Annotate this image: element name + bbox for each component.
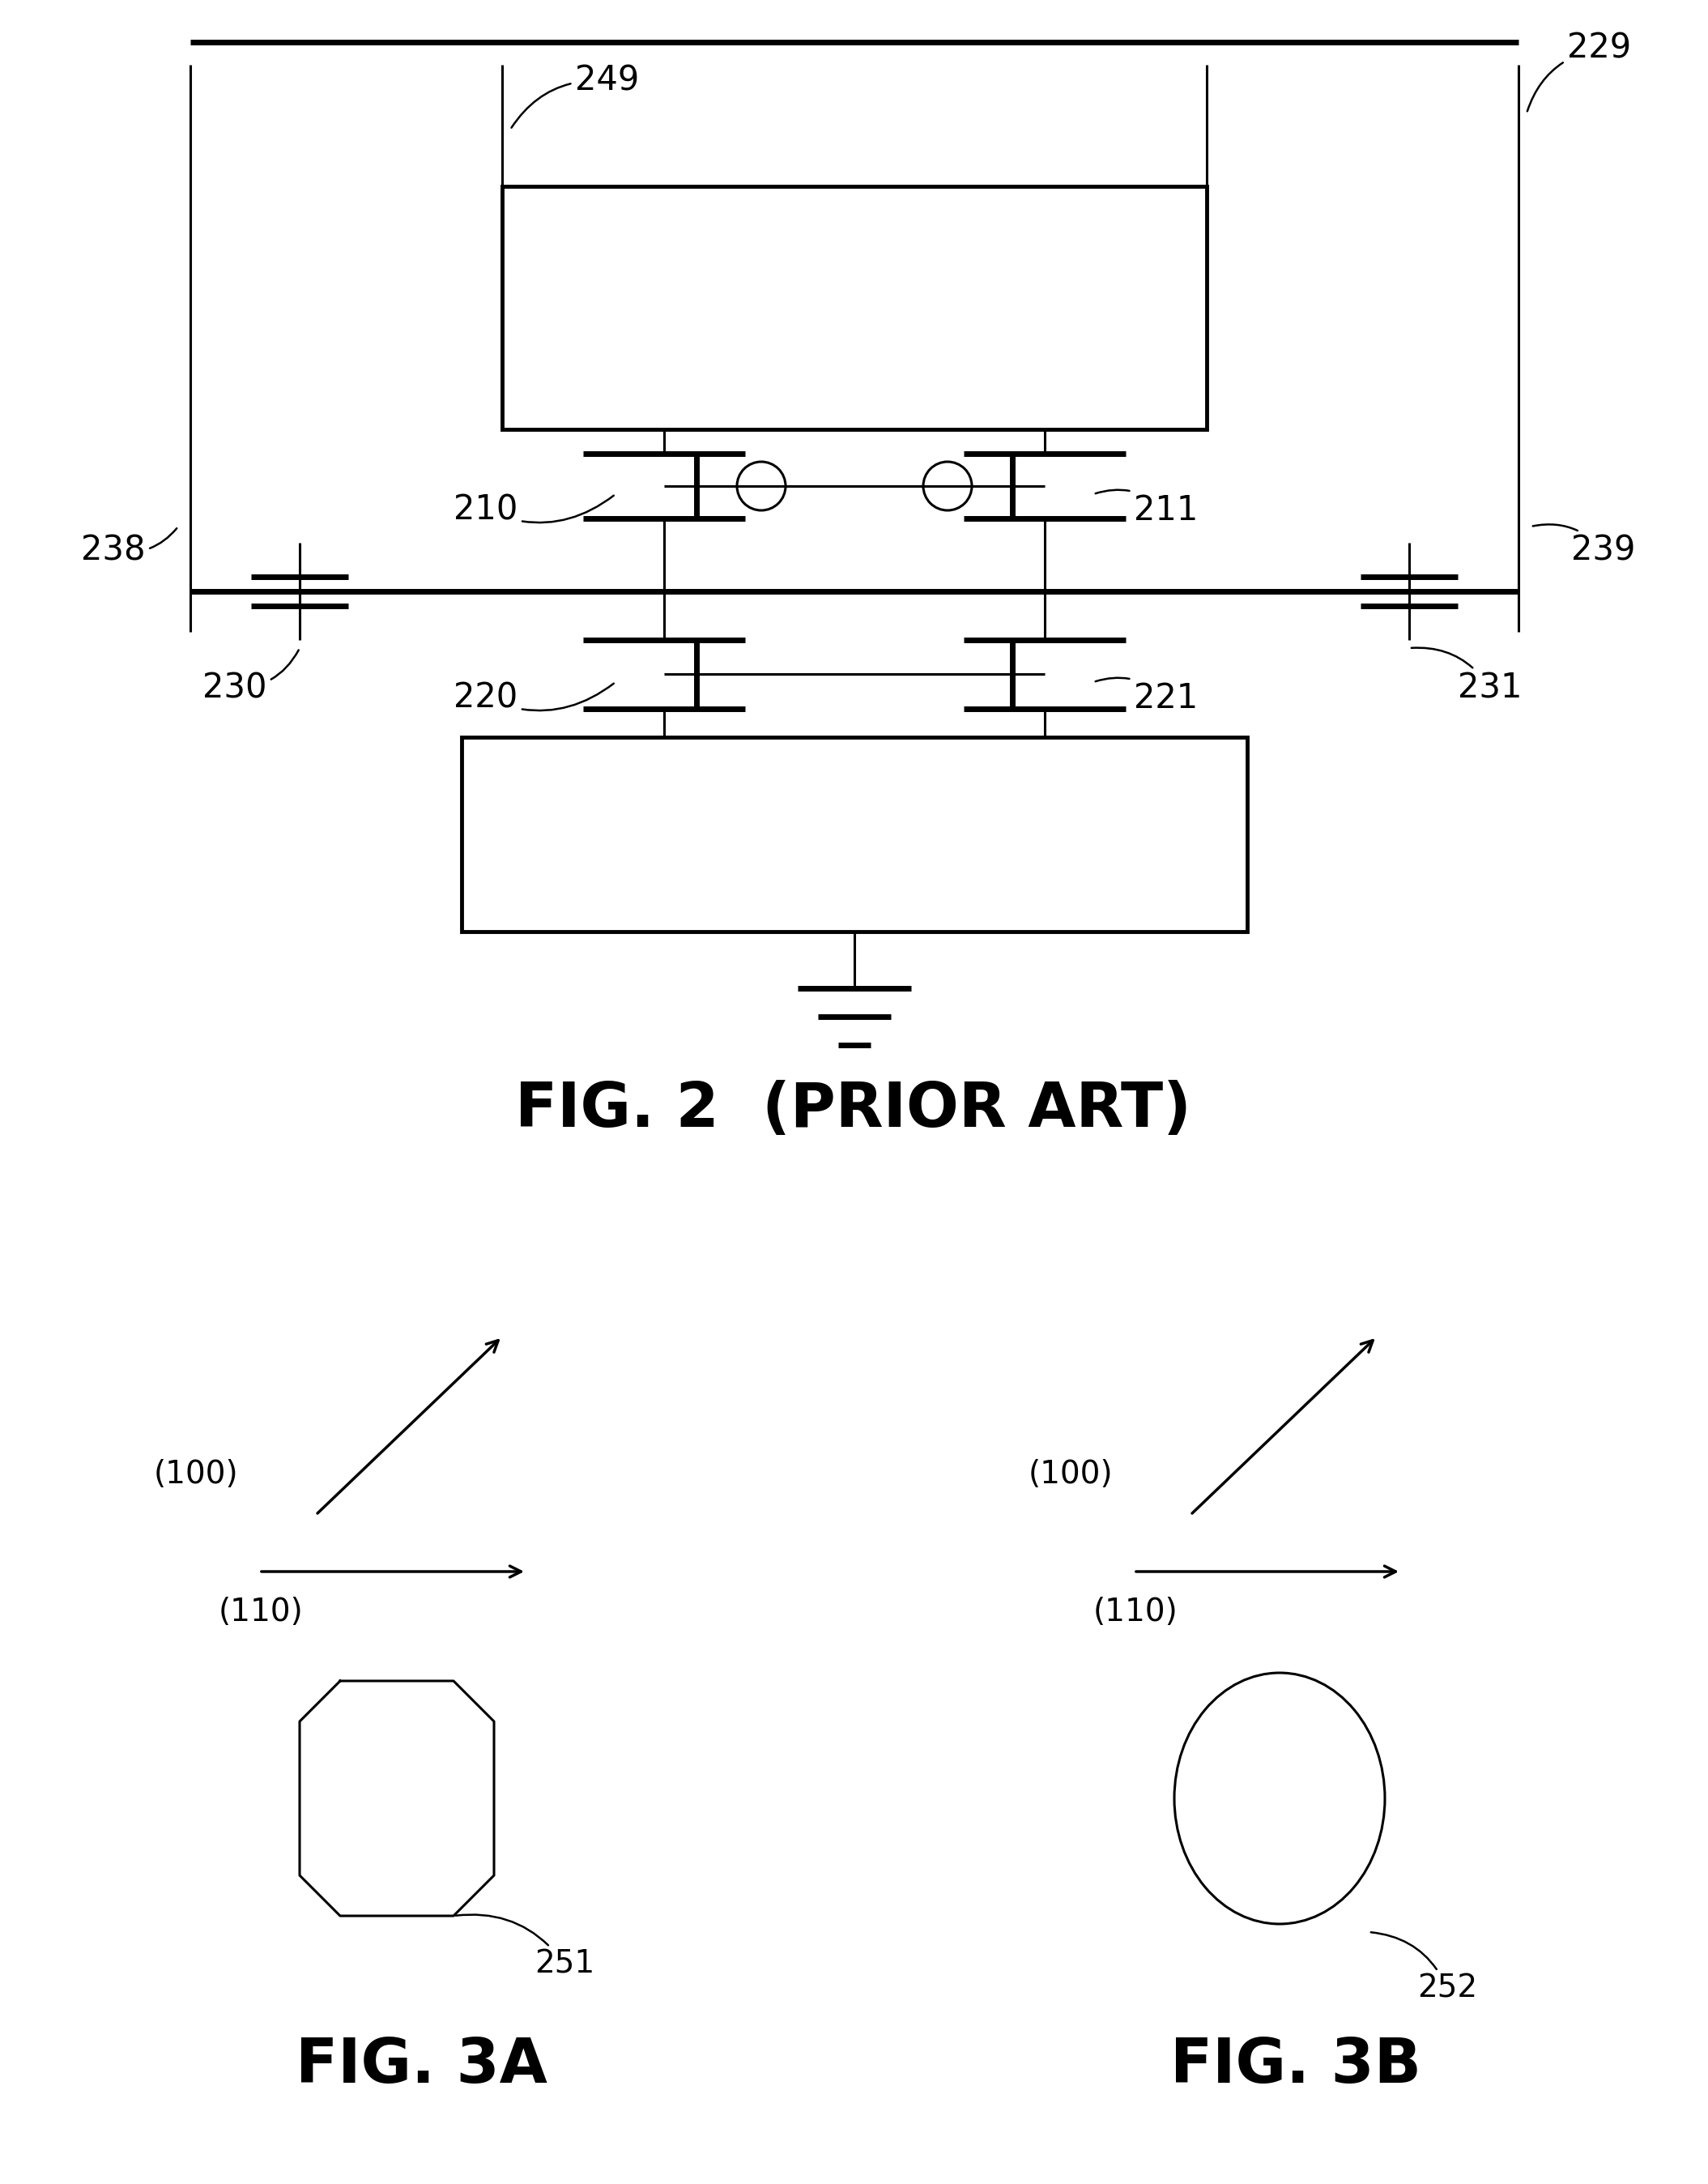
Text: 249: 249 [511,63,639,127]
Text: FIG. 3B: FIG. 3B [1170,2035,1421,2097]
Text: 239: 239 [1532,524,1636,568]
Text: 221: 221 [1095,677,1197,716]
Text: 252: 252 [1372,1933,1477,2005]
Text: 229: 229 [1527,31,1631,111]
Text: 251: 251 [456,1915,594,1981]
Text: FIG. 2  (PRIOR ART): FIG. 2 (PRIOR ART) [516,1079,1192,1140]
Text: 220: 220 [454,681,613,716]
Text: 210: 210 [454,494,613,526]
Text: (100): (100) [1028,1459,1114,1489]
Text: (110): (110) [1093,1597,1179,1627]
Bar [502,186,1206,430]
Text: 211: 211 [1095,489,1197,526]
Text: (100): (100) [154,1459,239,1489]
Bar [461,738,1247,933]
Text: FIG. 3A: FIG. 3A [295,2035,547,2097]
Text: (110): (110) [219,1597,304,1627]
Text: 230: 230 [203,651,299,705]
Text: 238: 238 [80,529,176,568]
Text: 231: 231 [1411,649,1522,705]
